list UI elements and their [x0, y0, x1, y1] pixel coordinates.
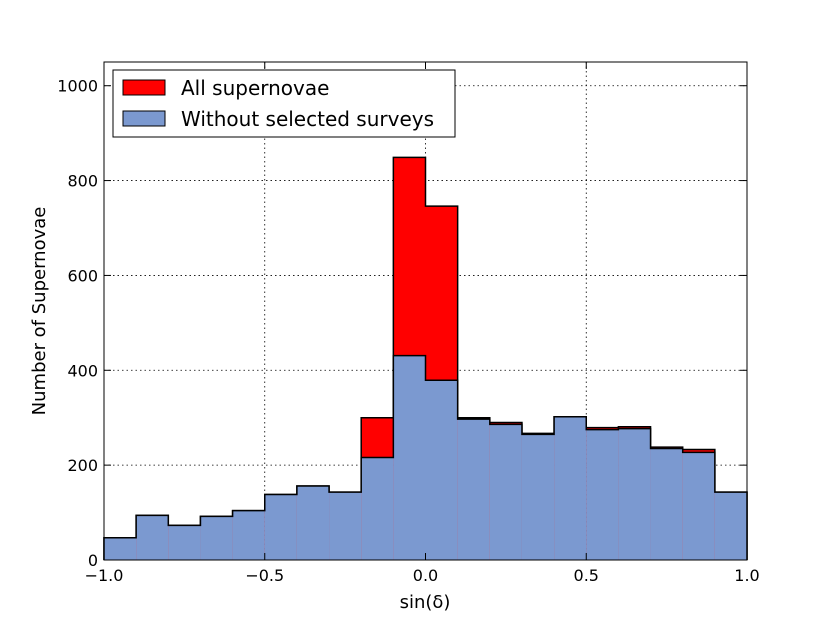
axis-ticks: −1.0 −0.5 0.0 0.5 1.0 0 200 400 600 800 1000 [57, 62, 760, 585]
bar-without-selected-surveys [554, 416, 587, 560]
bar-without-selected-surveys [136, 515, 169, 560]
legend-swatch-without [122, 110, 166, 127]
y-tick-label: 0 [88, 551, 98, 570]
bar-without-selected-surveys [264, 494, 297, 560]
bar-without-selected-surveys [425, 380, 458, 560]
x-tick-label: 1.0 [734, 566, 759, 585]
y-tick-label: 200 [67, 456, 98, 475]
bar-without-selected-surveys [329, 492, 362, 560]
legend: All supernovae Without selected surveys [112, 69, 456, 138]
bar-without-selected-surveys [168, 525, 201, 560]
x-tick-label: 0.5 [574, 566, 599, 585]
bar-without-selected-surveys [457, 419, 490, 560]
bar-without-selected-surveys [232, 510, 265, 560]
y-tick-label: 400 [67, 361, 98, 380]
y-axis-label: Number of Supernovae [29, 207, 50, 416]
outline-without-selected-surveys [103, 354, 748, 560]
bar-without-selected-surveys [650, 448, 683, 560]
x-axis-label: sin(δ) [400, 592, 451, 613]
bar-without-selected-surveys [714, 492, 747, 560]
legend-swatch-all [122, 79, 166, 96]
bar-without-selected-surveys [296, 486, 330, 560]
bar-without-selected-surveys [489, 424, 522, 560]
legend-frame [112, 69, 456, 138]
x-tick-label: 0.0 [413, 566, 438, 585]
histogram-series [103, 156, 748, 560]
x-tick-label: −0.5 [245, 566, 284, 585]
bar-without-selected-surveys [104, 537, 137, 560]
legend-label-without: Without selected surveys [181, 107, 434, 131]
bar-without-selected-surveys [521, 434, 555, 560]
legend-label-all: All supernovae [181, 76, 329, 100]
bar-without-selected-surveys [361, 457, 394, 560]
x-tick-label: −1.0 [85, 566, 124, 585]
y-tick-label: 600 [67, 266, 98, 285]
bar-without-selected-surveys [586, 429, 619, 560]
bar-without-selected-surveys [618, 428, 651, 560]
y-tick-label: 1000 [57, 77, 98, 96]
bar-without-selected-surveys [200, 516, 233, 560]
y-tick-label: 800 [67, 172, 98, 191]
bar-without-selected-surveys [393, 355, 426, 560]
bar-without-selected-surveys [682, 452, 715, 560]
